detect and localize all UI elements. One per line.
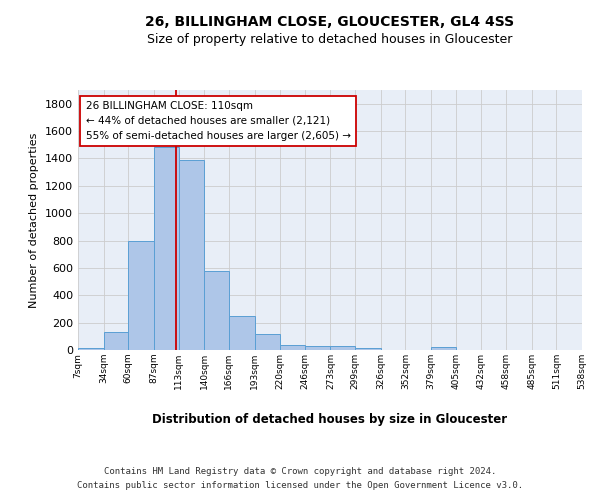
Text: 26, BILLINGHAM CLOSE, GLOUCESTER, GL4 4SS: 26, BILLINGHAM CLOSE, GLOUCESTER, GL4 4S… — [145, 15, 515, 29]
Bar — [331, 346, 355, 350]
Bar — [229, 316, 254, 350]
Bar — [179, 160, 204, 350]
Text: Contains HM Land Registry data © Crown copyright and database right 2024.: Contains HM Land Registry data © Crown c… — [104, 468, 496, 476]
Bar — [154, 148, 179, 350]
Bar — [254, 334, 280, 350]
Bar — [280, 345, 305, 350]
Bar — [128, 241, 154, 350]
Text: Distribution of detached houses by size in Gloucester: Distribution of detached houses by size … — [152, 412, 508, 426]
Bar — [305, 346, 331, 350]
Text: Size of property relative to detached houses in Gloucester: Size of property relative to detached ho… — [148, 32, 512, 46]
Y-axis label: Number of detached properties: Number of detached properties — [29, 132, 40, 308]
Text: Contains public sector information licensed under the Open Government Licence v3: Contains public sector information licen… — [77, 481, 523, 490]
Bar — [355, 348, 381, 350]
Bar — [204, 272, 229, 350]
Bar — [104, 332, 128, 350]
Text: 26 BILLINGHAM CLOSE: 110sqm
← 44% of detached houses are smaller (2,121)
55% of : 26 BILLINGHAM CLOSE: 110sqm ← 44% of det… — [86, 101, 350, 140]
Bar — [431, 348, 456, 350]
Bar — [78, 348, 104, 350]
